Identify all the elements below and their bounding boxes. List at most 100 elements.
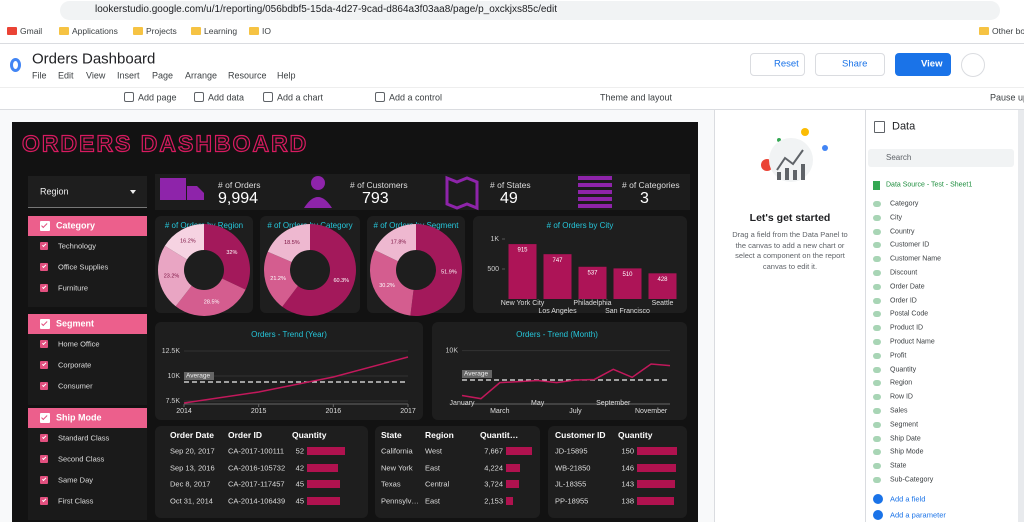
address-field[interactable] xyxy=(60,1,1000,20)
filter-item: First Class xyxy=(58,496,94,506)
table-cell: 150 xyxy=(621,446,634,456)
field[interactable]: Profit xyxy=(890,352,907,360)
toolbar-item[interactable]: Add a chart xyxy=(277,92,324,103)
table-header: Quantity xyxy=(618,429,653,440)
menu-item[interactable]: File xyxy=(32,70,47,81)
url: lookerstudio.google.com/u/1/reporting/05… xyxy=(95,4,557,15)
checkbox[interactable] xyxy=(40,413,50,423)
bookmark[interactable]: IO xyxy=(262,25,271,36)
bookmark[interactable]: Applications xyxy=(72,25,118,36)
toolbar-item[interactable]: Theme and layout xyxy=(600,92,673,103)
menu-item[interactable]: Page xyxy=(152,70,174,81)
bookmark[interactable]: Other bo xyxy=(992,25,1024,36)
menu-item[interactable]: Edit xyxy=(58,70,74,81)
checkbox[interactable] xyxy=(40,263,48,271)
checkbox[interactable] xyxy=(40,361,48,369)
field[interactable]: Customer Name xyxy=(890,255,941,263)
toolbar-item[interactable]: Add data xyxy=(208,92,245,103)
table-cell: WB-21850 xyxy=(555,462,591,472)
table-cell: Sep 13, 2016 xyxy=(170,462,215,472)
menu-item[interactable]: View xyxy=(86,70,106,81)
table-header: Quantity xyxy=(292,429,327,440)
toolbar-item[interactable]: Pause upd xyxy=(990,92,1024,103)
table-cell: CA-2017-100111 xyxy=(228,446,285,456)
checkbox[interactable] xyxy=(40,434,48,442)
search-box[interactable] xyxy=(868,149,1014,167)
checkbox[interactable] xyxy=(40,476,48,484)
checkbox[interactable] xyxy=(40,497,48,505)
field[interactable]: Customer ID xyxy=(890,241,930,249)
table-cell: 42 xyxy=(295,462,304,472)
toolbar-item[interactable]: Add a control xyxy=(389,92,443,103)
checkbox[interactable] xyxy=(40,382,48,390)
field[interactable]: Row ID xyxy=(890,393,913,401)
table-cell: Sep 20, 2017 xyxy=(170,446,215,456)
filter-item: Consumer xyxy=(58,381,93,391)
field[interactable]: Ship Date xyxy=(890,435,921,443)
field[interactable]: Category xyxy=(890,200,919,208)
checkbox[interactable] xyxy=(40,340,48,348)
toolbar-item[interactable]: Add page xyxy=(138,92,177,103)
filter-title: Ship Mode xyxy=(56,412,102,423)
table-cell: JL-18355 xyxy=(555,479,587,489)
field[interactable]: Product Name xyxy=(890,338,935,346)
table-cell: Central xyxy=(425,479,450,489)
kpi-label: # of States xyxy=(490,179,531,190)
bookmark[interactable]: Gmail xyxy=(20,25,43,36)
share-label: Share xyxy=(842,58,868,70)
field[interactable]: Region xyxy=(890,379,913,387)
field[interactable]: Order ID xyxy=(890,297,917,305)
more-button[interactable] xyxy=(961,53,985,77)
menu-item[interactable]: Insert xyxy=(117,70,140,81)
field[interactable]: Ship Mode xyxy=(890,448,924,456)
kpi-value: 49 xyxy=(500,190,518,207)
menu-item[interactable]: Help xyxy=(277,70,296,81)
table-bar xyxy=(637,480,676,489)
field[interactable]: Country xyxy=(890,228,915,236)
table-cell: 3,724 xyxy=(484,479,503,489)
filter-item: Furniture xyxy=(58,283,89,293)
filter-title: Segment xyxy=(56,318,95,329)
check xyxy=(41,476,47,482)
bookmark[interactable]: Projects xyxy=(146,25,177,36)
field[interactable]: Quantity xyxy=(890,366,917,374)
card xyxy=(260,216,360,313)
field[interactable]: Sub-Category xyxy=(890,476,934,484)
field[interactable]: Product ID xyxy=(890,324,924,332)
panel-action[interactable]: Add a parameter xyxy=(890,510,946,520)
field[interactable]: City xyxy=(890,214,903,222)
checkbox[interactable] xyxy=(40,319,50,329)
checkbox[interactable] xyxy=(40,284,48,292)
check xyxy=(41,382,47,388)
region-filter[interactable] xyxy=(28,176,147,208)
field[interactable]: Order Date xyxy=(890,283,925,291)
table-cell: East xyxy=(425,496,441,506)
field[interactable]: Segment xyxy=(890,421,919,429)
field-icon xyxy=(873,449,881,456)
field[interactable]: Sales xyxy=(890,407,908,415)
menu-item[interactable]: Resource xyxy=(228,70,267,81)
bookmark-icon xyxy=(133,27,143,35)
field-icon xyxy=(873,214,881,221)
card xyxy=(367,216,465,313)
field[interactable]: Postal Code xyxy=(890,310,929,318)
reset-button[interactable] xyxy=(750,53,805,76)
table-bar xyxy=(506,480,519,489)
bookmark[interactable]: Learning xyxy=(204,25,238,36)
kpi-label: # of Categories xyxy=(622,179,680,190)
checkbox[interactable] xyxy=(40,221,50,231)
panel-action[interactable]: Add a field xyxy=(890,494,926,504)
view-button[interactable] xyxy=(895,53,951,76)
share-button[interactable] xyxy=(815,53,885,76)
table-bar xyxy=(307,497,340,506)
toolbar-icon xyxy=(375,92,385,102)
field-icon xyxy=(873,380,881,387)
checkbox[interactable] xyxy=(40,242,48,250)
menu-item[interactable]: Arrange xyxy=(185,70,218,81)
table-cell: 146 xyxy=(621,462,634,472)
check xyxy=(41,221,48,228)
checkbox[interactable] xyxy=(40,455,48,463)
reset-label: Reset xyxy=(774,58,799,70)
field[interactable]: State xyxy=(890,462,907,470)
field[interactable]: Discount xyxy=(890,269,918,277)
